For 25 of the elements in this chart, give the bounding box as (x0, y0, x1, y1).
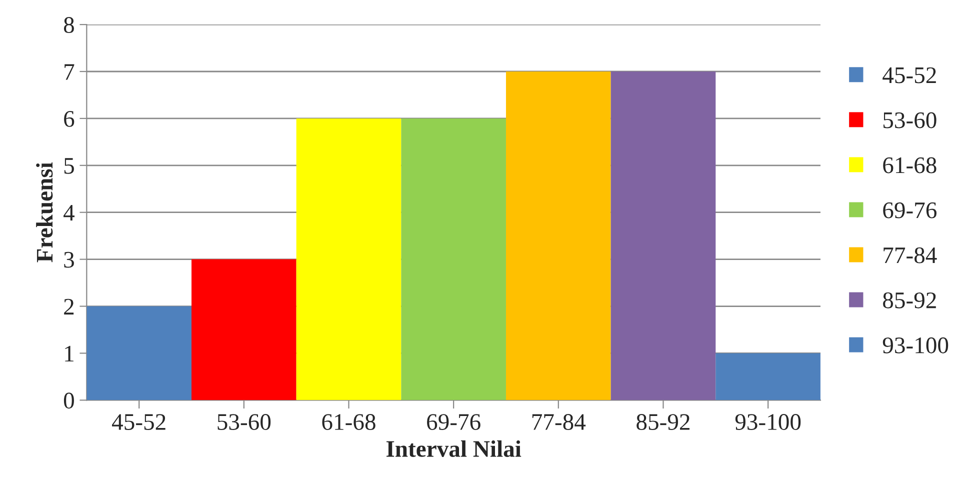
legend-label: 61-68 (883, 157, 936, 174)
legend-label: 77-84 (884, 247, 937, 264)
x-tick-label: 85-92 (636, 414, 690, 430)
x-tick-label: 61-68 (322, 414, 376, 430)
legend-label: 85-92 (883, 292, 936, 308)
y-tick-label: 0 (64, 392, 74, 409)
y-axis-title: Frekuensi (36, 162, 53, 262)
x-tick-label: 69-76 (427, 414, 480, 430)
y-tick-label: 7 (64, 64, 74, 80)
legend-label: 93-100 (882, 337, 948, 354)
y-tick-label: 8 (64, 17, 74, 33)
legend-label: 45-52 (882, 67, 936, 84)
y-tick-label: 3 (64, 252, 74, 268)
x-axis-title: Interval Nilai (386, 440, 522, 457)
y-tick-label: 6 (64, 111, 74, 127)
y-tick-label: 4 (64, 205, 74, 221)
y-tick-label: 1 (65, 346, 74, 362)
x-tick-label: 53-60 (218, 414, 271, 430)
legend-label: 69-76 (883, 202, 936, 218)
x-tick-label: 77-84 (532, 414, 586, 430)
y-tick-label: 2 (64, 298, 74, 314)
x-tick-label: 93-100 (735, 414, 801, 430)
x-tick-label: 45-52 (112, 414, 166, 430)
y-tick-label: 5 (64, 158, 74, 174)
legend-label: 53-60 (883, 112, 936, 128)
